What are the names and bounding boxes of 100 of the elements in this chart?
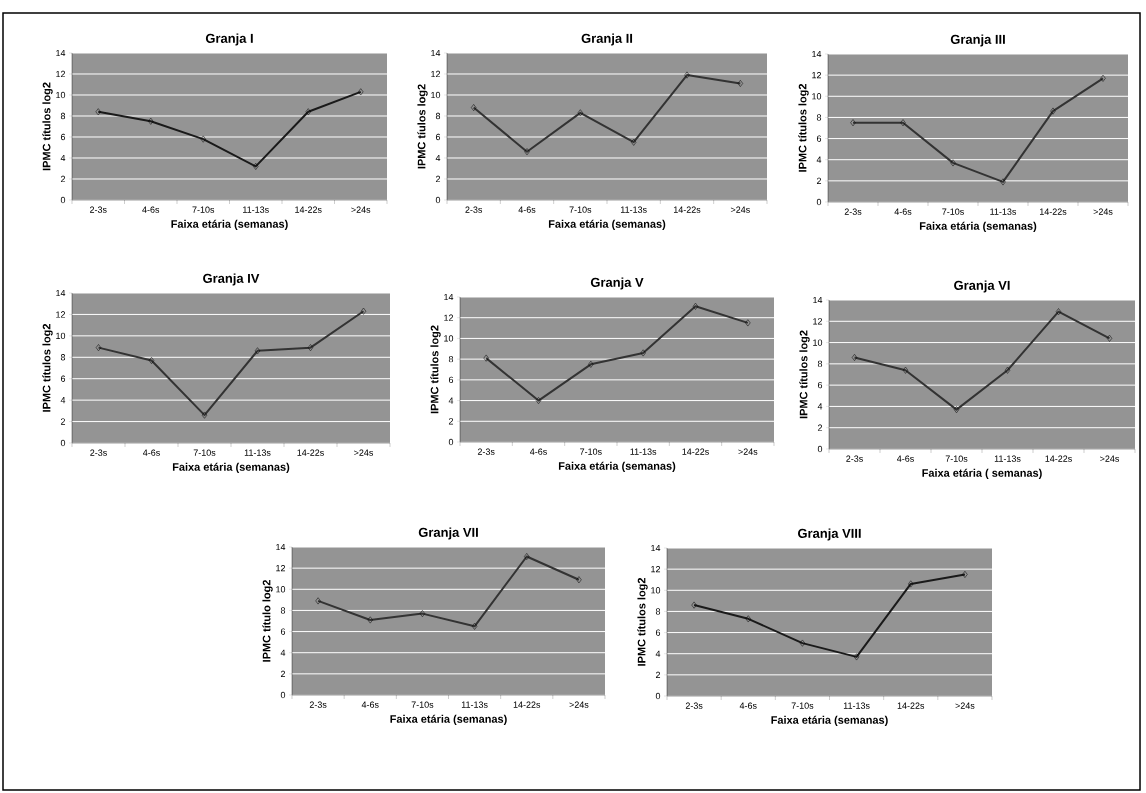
y-tick-label: 12	[56, 70, 66, 78]
y-tick-label: 2	[60, 418, 66, 425]
x-tick-label: 2-3s	[90, 449, 107, 456]
x-tick-label: 4-6s	[142, 206, 160, 213]
y-tick-label: 14	[56, 289, 66, 297]
x-tick-label: 11-13s	[243, 206, 269, 213]
y-tick-label: 10	[651, 587, 661, 594]
x-axis-title: Faixa etária ( semanas)	[922, 468, 1042, 480]
y-tick-label: 8	[816, 114, 822, 121]
y-tick-label: 14	[431, 49, 441, 57]
x-tick-label: 4-6s	[896, 455, 914, 462]
y-tick-label: 0	[817, 445, 823, 453]
y-tick-label: 8	[435, 112, 441, 120]
y-tick-label: 4	[60, 154, 66, 162]
chart-title: Granja II	[581, 33, 633, 46]
point	[962, 570, 968, 578]
y-tick-label: 14	[813, 296, 823, 304]
y-tick-label: 14	[651, 544, 661, 552]
y-tick-label: 0	[280, 691, 286, 699]
point	[95, 108, 101, 116]
point	[691, 601, 697, 609]
x-tick-label: 4-6s	[518, 206, 536, 213]
x-tick-label: 14-22s	[673, 206, 701, 213]
x-tick-label: 4-6s	[894, 208, 912, 215]
y-axis-title: IPMC títulos log2	[42, 82, 53, 171]
x-axis-title: Faixa etária (semanas)	[171, 219, 288, 230]
x-tick-label: 4-6s	[739, 702, 757, 709]
y-tick-label: 0	[655, 692, 661, 700]
x-tick-label: 2-3s	[89, 206, 107, 213]
x-tick-label: 14-22s	[1039, 208, 1067, 215]
x-tick-label: 11-13s	[843, 702, 870, 709]
y-tick-label: 6	[280, 628, 286, 635]
y-tick-label: 14	[444, 293, 454, 301]
x-tick-label: 14-22s	[897, 702, 925, 709]
chart-title: Granja III	[950, 34, 1005, 47]
point	[908, 580, 914, 588]
x-tick-label: 11-13s	[620, 206, 647, 213]
chart-title: Granja VI	[954, 280, 1010, 293]
y-axis-title: IPMC título log2	[262, 580, 273, 662]
y-tick-label: 10	[431, 91, 441, 99]
y-axis-title: IPMC títulos log2	[430, 325, 441, 414]
x-tick-label: >24s	[1100, 455, 1120, 462]
y-tick-label: 12	[444, 314, 454, 321]
x-tick-label: 14-22s	[295, 206, 322, 213]
y-axis-title: IPMC títulos log2	[42, 323, 53, 412]
chart-title: Granja I	[205, 33, 253, 46]
y-tick-label: 12	[431, 70, 441, 78]
chart-title: Granja VII	[418, 527, 478, 540]
y-tick-label: 10	[444, 335, 454, 342]
x-tick-label: >24s	[738, 448, 758, 455]
x-tick-label: 11-13s	[630, 448, 657, 455]
y-tick-label: 6	[816, 135, 822, 142]
chart-title: Granja V	[590, 277, 644, 290]
x-tick-label: 2-3s	[477, 448, 495, 455]
x-tick-label: 14-22s	[297, 449, 324, 456]
y-tick-label: 10	[56, 332, 66, 340]
x-tick-label: 2-3s	[309, 701, 327, 708]
x-tick-label: >24s	[569, 701, 589, 708]
point	[305, 108, 311, 116]
y-tick-label: 0	[60, 439, 66, 447]
x-tick-label: 7-10s	[192, 206, 215, 213]
x-tick-label: 7-10s	[942, 208, 964, 215]
x-tick-label: 7-10s	[945, 455, 968, 462]
x-tick-label: 7-10s	[411, 701, 434, 708]
y-tick-label: 2	[816, 177, 822, 184]
point	[253, 162, 259, 170]
y-tick-label: 12	[276, 565, 286, 572]
y-tick-label: 4	[280, 649, 286, 656]
y-tick-label: 4	[817, 403, 823, 410]
point	[200, 135, 206, 143]
y-tick-label: 4	[60, 397, 66, 404]
y-tick-label: 2	[448, 418, 454, 425]
x-tick-label: 14-22s	[682, 448, 709, 455]
point	[799, 639, 806, 647]
y-tick-label: 12	[651, 566, 661, 573]
x-tick-label: 11-13s	[994, 455, 1021, 462]
y-tick-label: 14	[812, 50, 822, 58]
x-axis-title: Faixa etária (semanas)	[558, 461, 676, 473]
y-tick-label: 4	[448, 397, 454, 404]
y-tick-label: 14	[276, 543, 286, 551]
x-axis-title: Faixa etária (semanas)	[919, 221, 1037, 232]
x-axis-title: Faixa etária (semanas)	[172, 462, 290, 474]
y-tick-label: 0	[60, 196, 66, 204]
y-tick-label: 12	[812, 72, 822, 79]
y-tick-label: 10	[56, 91, 66, 99]
x-tick-label: 11-13s	[990, 208, 1017, 215]
y-axis-title: IPMC títulos log2	[637, 577, 648, 666]
y-tick-label: 12	[56, 311, 66, 318]
x-tick-label: 2-3s	[465, 206, 483, 213]
y-tick-label: 6	[817, 381, 823, 389]
x-tick-label: >24s	[351, 206, 371, 213]
x-tick-label: 11-13s	[461, 701, 488, 708]
x-tick-label: 14-22s	[513, 701, 541, 708]
x-axis-title: Faixa etária (semanas)	[771, 715, 888, 727]
y-tick-label: 8	[280, 607, 286, 614]
y-tick-label: 2	[817, 424, 823, 431]
x-tick-label: 7-10s	[791, 702, 814, 709]
y-tick-label: 0	[816, 198, 822, 206]
y-tick-label: 2	[60, 175, 66, 183]
y-tick-label: 0	[448, 438, 454, 446]
